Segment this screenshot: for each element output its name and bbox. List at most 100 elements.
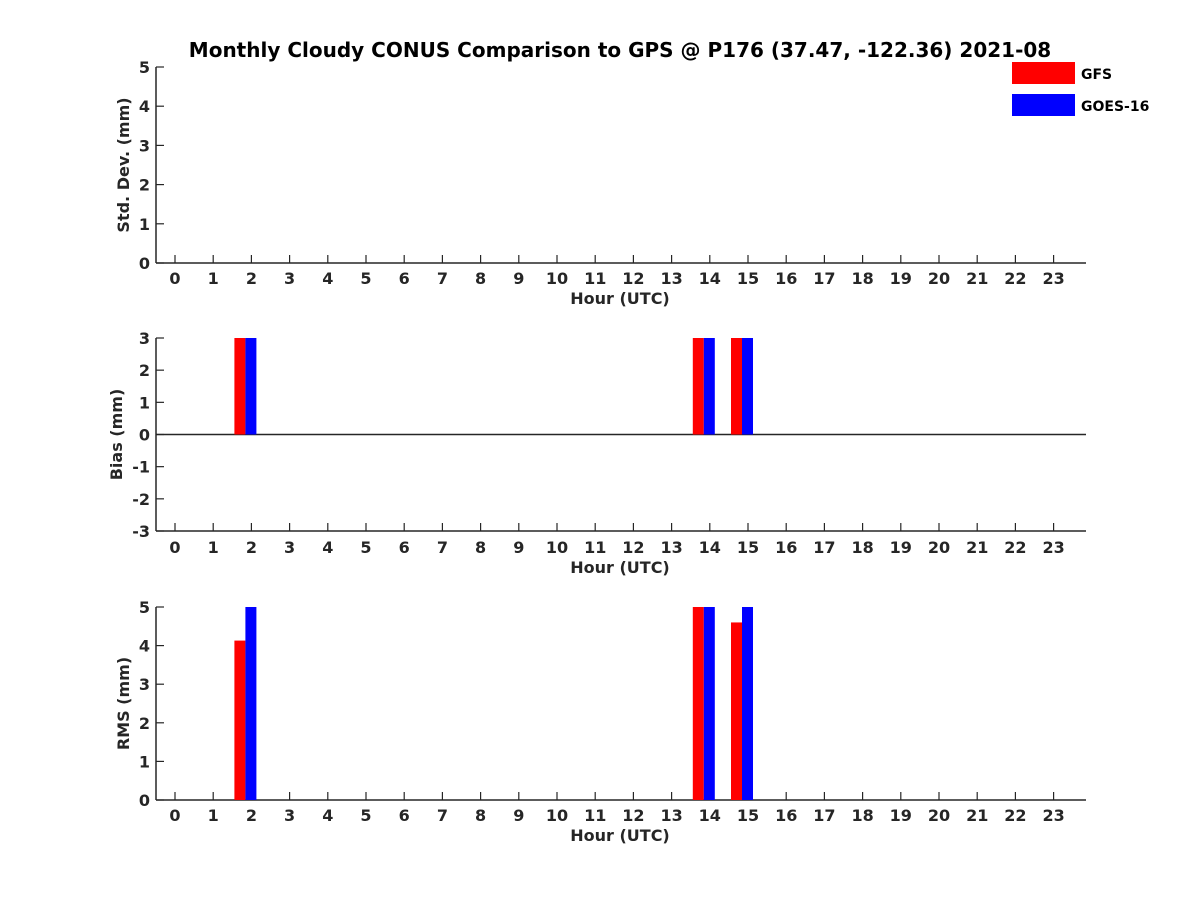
y-tick-label: -3 xyxy=(132,522,150,541)
x-tick-label: 20 xyxy=(928,806,950,825)
x-tick-label: 14 xyxy=(699,538,721,557)
y-tick-label: 2 xyxy=(139,714,150,733)
x-tick-label: 10 xyxy=(546,806,568,825)
x-tick-label: 2 xyxy=(246,269,257,288)
x-tick-label: 11 xyxy=(584,806,606,825)
y-tick-label: 3 xyxy=(139,329,150,348)
x-tick-label: 8 xyxy=(475,269,486,288)
x-tick-label: 14 xyxy=(699,806,721,825)
bar-gfs-hour-14 xyxy=(692,338,704,435)
x-tick-label: 0 xyxy=(169,806,180,825)
x-tick-label: 20 xyxy=(928,269,950,288)
y-tick-label: 2 xyxy=(139,361,150,380)
x-tick-label: 22 xyxy=(1004,806,1026,825)
x-tick-label: 9 xyxy=(513,806,524,825)
x-axis-label: Hour (UTC) xyxy=(570,289,670,308)
y-tick-label: 1 xyxy=(139,393,150,412)
y-tick-label: 3 xyxy=(139,136,150,155)
y-tick-label: 4 xyxy=(139,97,150,116)
x-tick-label: 15 xyxy=(737,806,759,825)
x-tick-label: 2 xyxy=(246,806,257,825)
x-tick-label: 9 xyxy=(513,269,524,288)
x-tick-label: 16 xyxy=(775,538,797,557)
y-axis-label: Std. Dev. (mm) xyxy=(114,97,133,232)
x-tick-label: 11 xyxy=(584,538,606,557)
legend-swatch-gfs xyxy=(1012,62,1075,84)
x-tick-label: 12 xyxy=(622,269,644,288)
x-tick-label: 4 xyxy=(322,269,333,288)
x-tick-label: 21 xyxy=(966,806,988,825)
x-tick-label: 19 xyxy=(890,269,912,288)
x-tick-label: 22 xyxy=(1004,538,1026,557)
bar-goes16-hour-2 xyxy=(245,607,257,800)
x-tick-label: 1 xyxy=(208,269,219,288)
x-tick-label: 17 xyxy=(813,806,835,825)
x-tick-label: 6 xyxy=(399,806,410,825)
x-tick-label: 18 xyxy=(851,269,873,288)
x-tick-label: 2 xyxy=(246,538,257,557)
x-tick-label: 1 xyxy=(208,538,219,557)
x-axis-label: Hour (UTC) xyxy=(570,826,670,845)
bar-goes16-hour-15 xyxy=(742,338,753,435)
bar-goes16-hour-15 xyxy=(742,607,753,800)
y-tick-label: -2 xyxy=(132,490,150,509)
x-tick-label: 3 xyxy=(284,538,295,557)
bar-gfs-hour-15 xyxy=(731,622,742,800)
x-tick-label: 13 xyxy=(660,269,682,288)
x-tick-label: 23 xyxy=(1042,269,1064,288)
bar-gfs-hour-2 xyxy=(234,338,246,435)
x-tick-label: 17 xyxy=(813,269,835,288)
y-tick-label: 0 xyxy=(139,426,150,445)
x-tick-label: 1 xyxy=(208,806,219,825)
bar-gfs-hour-14 xyxy=(692,607,704,800)
y-tick-label: 1 xyxy=(139,215,150,234)
legend-swatch-goes16 xyxy=(1012,94,1075,116)
x-tick-label: 19 xyxy=(890,806,912,825)
x-tick-label: 18 xyxy=(851,538,873,557)
legend: GFS GOES-16 xyxy=(1012,62,1149,116)
x-tick-label: 8 xyxy=(475,806,486,825)
x-tick-label: 12 xyxy=(622,538,644,557)
x-tick-label: 4 xyxy=(322,538,333,557)
x-tick-label: 16 xyxy=(775,269,797,288)
x-tick-label: 17 xyxy=(813,538,835,557)
y-tick-label: 5 xyxy=(139,58,150,77)
x-tick-label: 7 xyxy=(437,538,448,557)
x-tick-label: 23 xyxy=(1042,538,1064,557)
x-tick-label: 18 xyxy=(851,806,873,825)
x-tick-label: 0 xyxy=(169,538,180,557)
x-tick-label: 5 xyxy=(360,269,371,288)
legend-label-gfs: GFS xyxy=(1081,67,1112,83)
x-tick-label: 13 xyxy=(660,806,682,825)
x-tick-label: 3 xyxy=(284,269,295,288)
x-tick-label: 7 xyxy=(437,806,448,825)
x-tick-label: 21 xyxy=(966,269,988,288)
x-tick-label: 6 xyxy=(399,538,410,557)
x-tick-label: 12 xyxy=(622,806,644,825)
x-tick-label: 23 xyxy=(1042,806,1064,825)
x-tick-label: 14 xyxy=(699,269,721,288)
x-axis-label: Hour (UTC) xyxy=(570,558,670,577)
x-tick-label: 5 xyxy=(360,806,371,825)
x-tick-label: 9 xyxy=(513,538,524,557)
y-tick-label: 3 xyxy=(139,675,150,694)
x-tick-label: 0 xyxy=(169,269,180,288)
legend-label-goes16: GOES-16 xyxy=(1081,99,1149,115)
x-tick-label: 16 xyxy=(775,806,797,825)
x-tick-label: 15 xyxy=(737,269,759,288)
x-tick-label: 6 xyxy=(399,269,410,288)
y-axis-label: RMS (mm) xyxy=(114,657,133,750)
chart-title: Monthly Cloudy CONUS Comparison to GPS @… xyxy=(189,38,1051,62)
x-tick-label: 15 xyxy=(737,538,759,557)
x-tick-label: 21 xyxy=(966,538,988,557)
x-tick-label: 5 xyxy=(360,538,371,557)
x-tick-label: 20 xyxy=(928,538,950,557)
y-tick-label: 0 xyxy=(139,791,150,810)
x-tick-label: 13 xyxy=(660,538,682,557)
y-tick-label: 2 xyxy=(139,176,150,195)
bar-gfs-hour-15 xyxy=(731,338,742,435)
y-tick-label: 0 xyxy=(139,254,150,273)
